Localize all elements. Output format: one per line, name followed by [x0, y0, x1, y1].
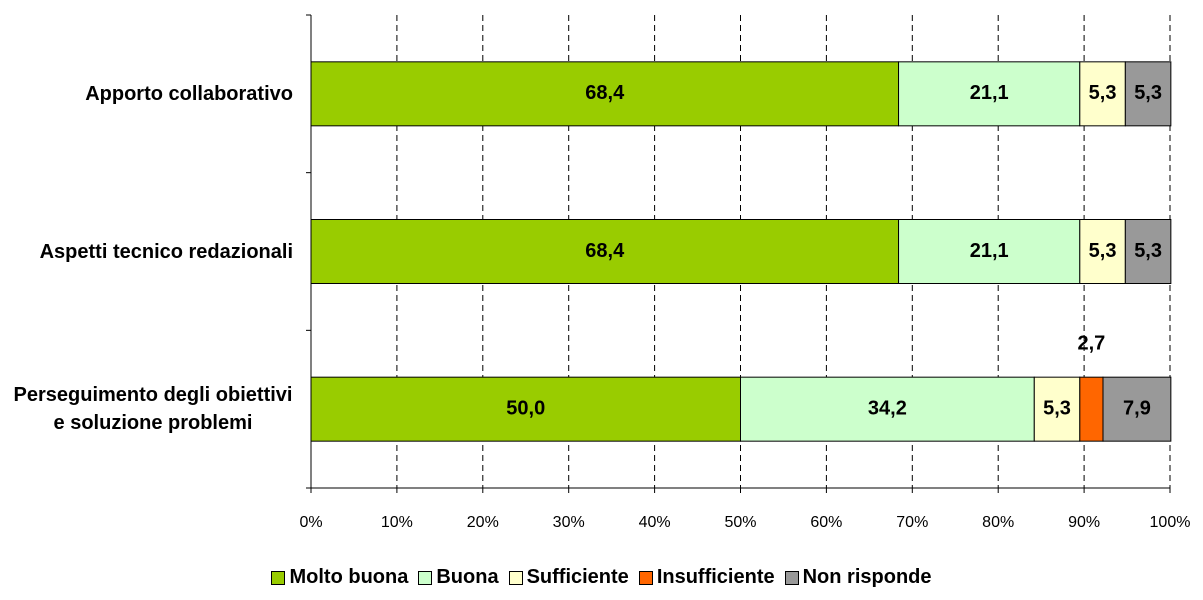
bar-segment [1124, 219, 1172, 284]
legend-item: Buona [418, 566, 499, 589]
legend-label: Buona [436, 566, 499, 588]
value-label: 5,3 [1134, 240, 1162, 262]
value-label: 21,1 [970, 240, 1009, 262]
category-text: Apporto collaborativo [85, 82, 293, 105]
bar-segment [1079, 376, 1104, 442]
category-text: Aspetti tecnico redazionali [39, 240, 293, 263]
x-tick-label: 60% [810, 514, 842, 531]
legend-item: Non risponde [784, 566, 932, 589]
value-label: 5,3 [1043, 397, 1071, 419]
bar-segment [310, 219, 900, 284]
bar-segment [740, 376, 1035, 442]
x-tick-label: 20% [467, 514, 499, 531]
x-tick-label: 30% [553, 514, 585, 531]
legend-swatch [638, 570, 653, 585]
bar-segment [1102, 376, 1172, 442]
x-tick-label: 70% [896, 514, 928, 531]
x-tick-label: 100% [1150, 514, 1191, 531]
bar-segment [1033, 376, 1081, 442]
bar-segment [1079, 219, 1126, 284]
value-label: 5,3 [1089, 82, 1117, 104]
x-tick-label: 80% [982, 514, 1014, 531]
x-tick-label: 90% [1068, 514, 1100, 531]
legend-swatch [418, 570, 433, 585]
value-label: 68,4 [585, 240, 625, 262]
value-label: 7,9 [1123, 397, 1151, 419]
value-label: 68,4 [585, 82, 625, 104]
x-tick-label: 10% [381, 514, 413, 531]
x-tick-label: 50% [724, 514, 756, 531]
value-label: 5,3 [1134, 82, 1162, 104]
value-label: 5,3 [1089, 240, 1117, 262]
legend-item: Insufficiente [638, 566, 775, 589]
value-label: 2,7 [1077, 332, 1105, 354]
legend-label: Insufficiente [656, 566, 775, 588]
legend-swatch [784, 570, 799, 585]
legend-label: Sufficiente [526, 566, 629, 588]
category-label: Perseguimento degli obiettivi e soluzion… [13, 381, 293, 437]
value-label: 50,0 [506, 397, 545, 419]
bar-segment [898, 61, 1081, 127]
x-tick-label: 40% [639, 514, 671, 531]
category-label: Aspetti tecnico redazionali [40, 238, 293, 266]
legend-item: Sufficiente [508, 566, 629, 589]
value-label: 34,2 [868, 397, 907, 419]
bar-segment [310, 61, 900, 127]
category-label: Apporto collaborativo [85, 80, 293, 108]
bar-segment [1124, 61, 1172, 127]
legend-label: Non risponde [802, 566, 932, 588]
legend-swatch [508, 570, 523, 585]
legend-item: Molto buona [271, 566, 408, 589]
legend: Molto buona Buona Sufficiente Insufficiente… [0, 566, 1203, 589]
legend-swatch [271, 570, 286, 585]
x-tick-label: 0% [299, 514, 322, 531]
bar-segment [310, 376, 741, 442]
value-label: 21,1 [970, 82, 1009, 104]
category-text: Perseguimento degli obiettivi e soluzion… [13, 384, 293, 435]
legend-label: Molto buona [289, 566, 409, 588]
